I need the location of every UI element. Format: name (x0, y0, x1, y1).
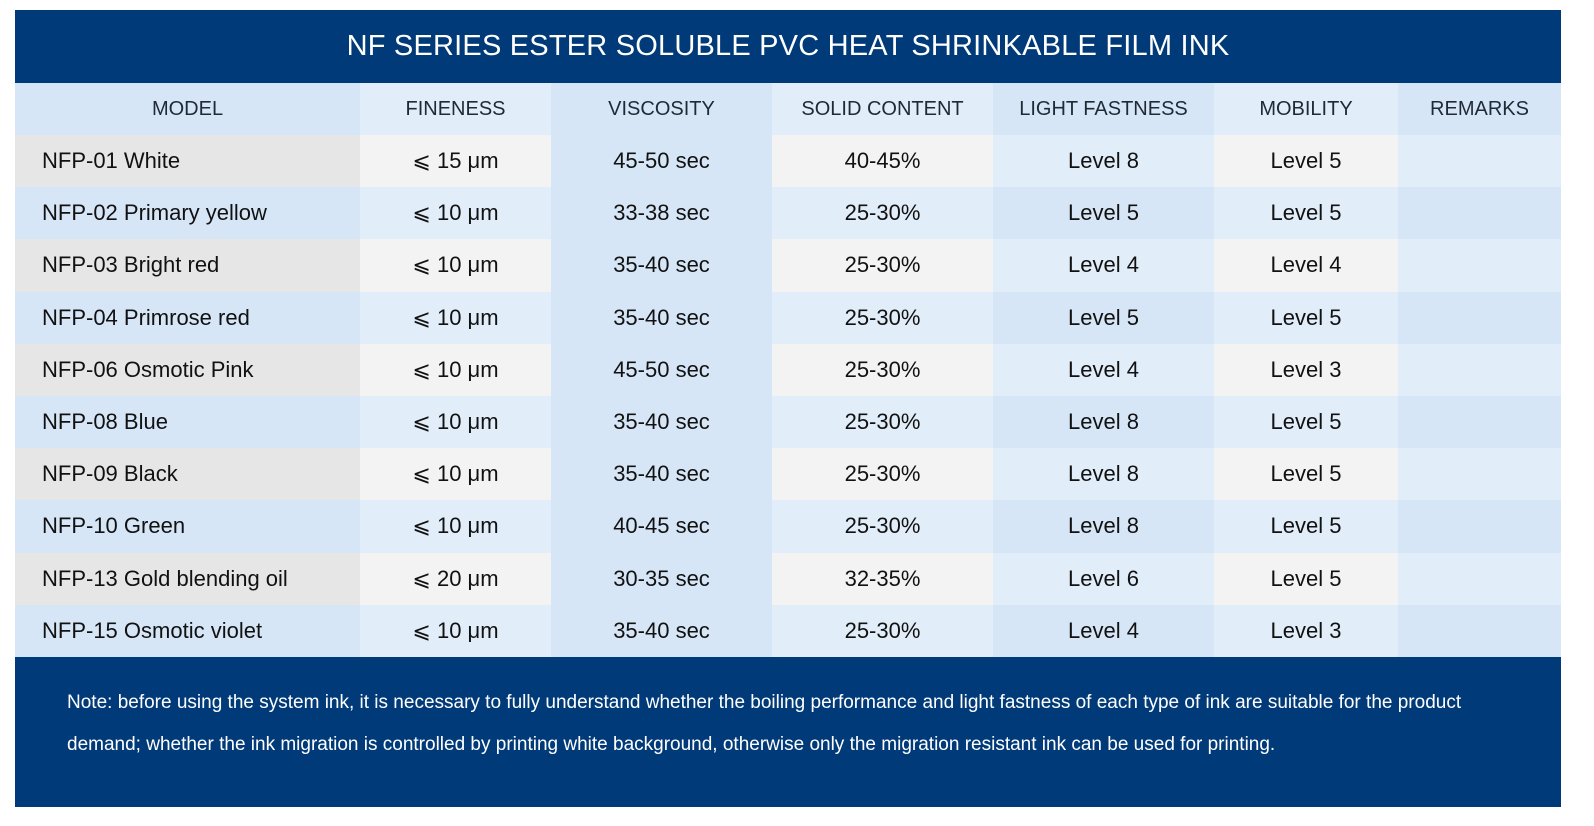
model-cell: NFP-01 White (15, 135, 360, 188)
fineness-cell: ⩽ 10 μm (360, 239, 551, 292)
solid-content-cell: 25-30% (772, 395, 993, 449)
solid-content-cell: 25-30% (772, 604, 993, 657)
light-fastness-cell: Level 4 (993, 604, 1214, 657)
solid-content-cell: 25-30% (772, 187, 993, 240)
mobility-cell: Level 4 (1214, 239, 1398, 292)
mobility-cell: Level 5 (1214, 187, 1398, 240)
light-fastness-cell: Level 8 (993, 395, 1214, 449)
viscosity-cell: 33-38 sec (551, 187, 772, 240)
header-fineness: FINENESS (360, 83, 551, 135)
viscosity-cell: 35-40 sec (551, 291, 772, 344)
table-row: NFP-13 Gold blending oil ⩽ 20 μm 30-35 s… (15, 552, 1561, 605)
model-cell: NFP-13 Gold blending oil (15, 552, 360, 605)
table-header-row: MODEL FINENESS VISCOSITY SOLID CONTENT L… (15, 83, 1561, 135)
remarks-cell (1398, 395, 1561, 449)
header-model: MODEL (15, 83, 360, 135)
solid-content-cell: 25-30% (772, 500, 993, 553)
solid-content-cell: 25-30% (772, 291, 993, 344)
light-fastness-cell: Level 8 (993, 448, 1214, 501)
ink-spec-sheet: NF SERIES ESTER SOLUBLE PVC HEAT SHRINKA… (15, 10, 1561, 807)
viscosity-cell: 35-40 sec (551, 448, 772, 501)
header-light-fastness: LIGHT FASTNESS (993, 83, 1214, 135)
viscosity-cell: 40-45 sec (551, 500, 772, 553)
model-cell: NFP-04 Primrose red (15, 291, 360, 344)
model-cell: NFP-15 Osmotic violet (15, 604, 360, 657)
fineness-cell: ⩽ 10 μm (360, 604, 551, 657)
fineness-cell: ⩽ 10 μm (360, 448, 551, 501)
light-fastness-cell: Level 6 (993, 552, 1214, 605)
table-row: NFP-04 Primrose red ⩽ 10 μm 35-40 sec 25… (15, 291, 1561, 344)
table-row: NFP-01 White ⩽ 15 μm 45-50 sec 40-45% Le… (15, 135, 1561, 188)
table-row: NFP-10 Green ⩽ 10 μm 40-45 sec 25-30% Le… (15, 500, 1561, 553)
light-fastness-cell: Level 4 (993, 343, 1214, 396)
viscosity-cell: 45-50 sec (551, 343, 772, 396)
table-row: NFP-06 Osmotic Pink ⩽ 10 μm 45-50 sec 25… (15, 343, 1561, 396)
model-cell: NFP-06 Osmotic Pink (15, 343, 360, 396)
remarks-cell (1398, 343, 1561, 396)
fineness-cell: ⩽ 10 μm (360, 395, 551, 449)
table-row: NFP-08 Blue ⩽ 10 μm 35-40 sec 25-30% Lev… (15, 395, 1561, 449)
header-mobility: MOBILITY (1214, 83, 1398, 135)
remarks-cell (1398, 500, 1561, 553)
mobility-cell: Level 5 (1214, 291, 1398, 344)
model-cell: NFP-10 Green (15, 500, 360, 553)
solid-content-cell: 25-30% (772, 343, 993, 396)
header-viscosity: VISCOSITY (551, 83, 772, 135)
mobility-cell: Level 3 (1214, 343, 1398, 396)
mobility-cell: Level 5 (1214, 500, 1398, 553)
remarks-cell (1398, 239, 1561, 292)
mobility-cell: Level 5 (1214, 552, 1398, 605)
light-fastness-cell: Level 4 (993, 239, 1214, 292)
remarks-cell (1398, 187, 1561, 240)
table-body: NFP-01 White ⩽ 15 μm 45-50 sec 40-45% Le… (15, 135, 1561, 657)
light-fastness-cell: Level 8 (993, 500, 1214, 553)
solid-content-cell: 32-35% (772, 552, 993, 605)
solid-content-cell: 25-30% (772, 239, 993, 292)
remarks-cell (1398, 604, 1561, 657)
model-cell: NFP-08 Blue (15, 395, 360, 449)
viscosity-cell: 35-40 sec (551, 239, 772, 292)
table-title: NF SERIES ESTER SOLUBLE PVC HEAT SHRINKA… (15, 10, 1561, 83)
table-row: NFP-15 Osmotic violet ⩽ 10 μm 35-40 sec … (15, 604, 1561, 657)
light-fastness-cell: Level 5 (993, 291, 1214, 344)
fineness-cell: ⩽ 15 μm (360, 135, 551, 188)
fineness-cell: ⩽ 10 μm (360, 500, 551, 553)
mobility-cell: Level 5 (1214, 135, 1398, 188)
solid-content-cell: 40-45% (772, 135, 993, 188)
remarks-cell (1398, 135, 1561, 188)
model-cell: NFP-09 Black (15, 448, 360, 501)
table-row: NFP-02 Primary yellow ⩽ 10 μm 33-38 sec … (15, 187, 1561, 240)
remarks-cell (1398, 291, 1561, 344)
fineness-cell: ⩽ 20 μm (360, 552, 551, 605)
table-row: NFP-03 Bright red ⩽ 10 μm 35-40 sec 25-3… (15, 239, 1561, 292)
solid-content-cell: 25-30% (772, 448, 993, 501)
mobility-cell: Level 3 (1214, 604, 1398, 657)
header-solid-content: SOLID CONTENT (772, 83, 993, 135)
header-remarks: REMARKS (1398, 83, 1561, 135)
fineness-cell: ⩽ 10 μm (360, 187, 551, 240)
viscosity-cell: 30-35 sec (551, 552, 772, 605)
model-cell: NFP-02 Primary yellow (15, 187, 360, 240)
mobility-cell: Level 5 (1214, 448, 1398, 501)
fineness-cell: ⩽ 10 μm (360, 343, 551, 396)
light-fastness-cell: Level 8 (993, 135, 1214, 188)
usage-note: Note: before using the system ink, it is… (15, 657, 1561, 807)
light-fastness-cell: Level 5 (993, 187, 1214, 240)
remarks-cell (1398, 448, 1561, 501)
fineness-cell: ⩽ 10 μm (360, 291, 551, 344)
viscosity-cell: 35-40 sec (551, 395, 772, 449)
viscosity-cell: 35-40 sec (551, 604, 772, 657)
mobility-cell: Level 5 (1214, 395, 1398, 449)
viscosity-cell: 45-50 sec (551, 135, 772, 188)
remarks-cell (1398, 552, 1561, 605)
model-cell: NFP-03 Bright red (15, 239, 360, 292)
table-row: NFP-09 Black ⩽ 10 μm 35-40 sec 25-30% Le… (15, 448, 1561, 501)
